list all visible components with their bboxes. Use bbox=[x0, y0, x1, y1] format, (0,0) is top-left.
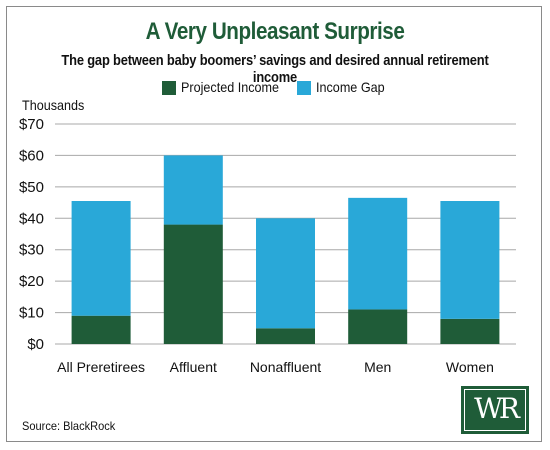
chart-subtitle: The gap between baby boomers’ savings an… bbox=[61, 52, 489, 86]
wr-logo: WR bbox=[461, 386, 529, 434]
y-tick-label: $30 bbox=[19, 242, 44, 259]
legend: Projected Income Income Gap bbox=[0, 78, 550, 98]
y-tick-label: $70 bbox=[19, 116, 44, 133]
y-axis-unit-label: Thousands bbox=[22, 97, 85, 113]
bar-projected-income bbox=[440, 318, 500, 344]
y-tick-label: $0 bbox=[27, 336, 44, 353]
x-tick-label: Nonaffluent bbox=[250, 359, 321, 375]
bar-projected-income bbox=[348, 309, 408, 344]
legend-swatch-income-gap bbox=[297, 81, 311, 95]
chart-title: A Very Unpleasant Surprise bbox=[145, 18, 405, 45]
legend-label-income-gap: Income Gap bbox=[316, 79, 385, 95]
y-tick-label: $50 bbox=[19, 179, 44, 196]
legend-label-projected-income: Projected Income bbox=[181, 79, 280, 95]
legend-swatch-projected-income bbox=[162, 81, 176, 95]
bar-income-gap bbox=[256, 218, 315, 329]
bar-income-gap bbox=[71, 201, 131, 316]
bar-projected-income bbox=[256, 328, 315, 344]
logo-border bbox=[464, 389, 526, 431]
bar-projected-income bbox=[163, 224, 223, 344]
x-tick-label: Men bbox=[364, 359, 391, 375]
x-tick-label: Women bbox=[446, 359, 494, 375]
logo-text: WR bbox=[474, 392, 520, 425]
y-tick-label: $40 bbox=[19, 210, 44, 227]
y-tick-label: $60 bbox=[19, 147, 44, 164]
bar-projected-income bbox=[71, 315, 131, 344]
x-tick-label: All Preretirees bbox=[57, 359, 145, 375]
y-tick-label: $20 bbox=[19, 273, 44, 290]
y-tick-label: $10 bbox=[19, 305, 44, 322]
bar-income-gap bbox=[440, 201, 500, 319]
source-note: Source: BlackRock bbox=[22, 419, 116, 433]
x-tick-label: Affluent bbox=[170, 359, 217, 375]
bar-income-gap bbox=[348, 197, 408, 310]
bar-income-gap bbox=[163, 155, 223, 225]
